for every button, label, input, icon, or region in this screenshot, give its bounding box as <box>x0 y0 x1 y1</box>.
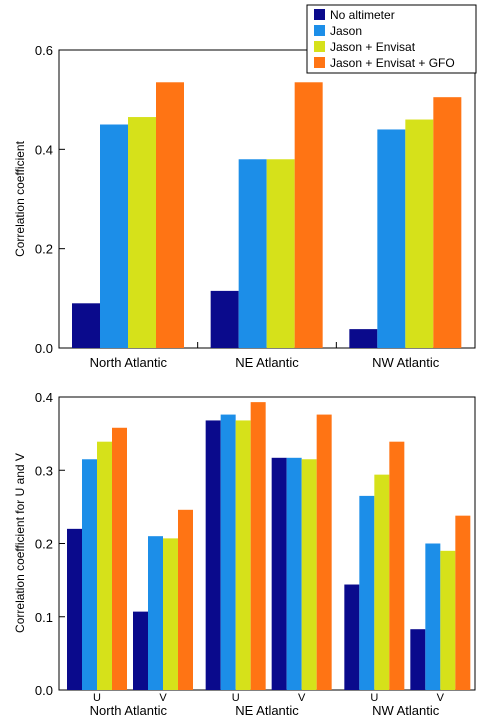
y-tick-label: 0.0 <box>35 341 53 356</box>
legend-swatch-no-altimeter <box>314 9 325 20</box>
top-chart-y-axis-label: Correlation coefficient <box>13 140 27 257</box>
x-tick-label-ne-atlantic: NE Atlantic <box>235 703 299 718</box>
legend-label-jason-envisat-gfo: Jason + Envisat + GFO <box>330 56 455 70</box>
bar-north-atlantic-u-jason <box>82 459 97 690</box>
bottom-chart-bars <box>67 402 471 690</box>
y-tick-label: 0.3 <box>35 463 53 478</box>
bar-ne-atlantic-u-no-altimeter <box>205 420 221 690</box>
legend-swatch-jason-envisat-gfo <box>314 57 325 68</box>
sub-label-north-atlantic-v: V <box>159 692 167 704</box>
legend: No altimeter Jason Jason + Envisat Jason… <box>306 4 477 74</box>
bar-nw-atlantic-no-altimeter <box>349 329 378 348</box>
bar-north-atlantic-u-no-altimeter <box>67 528 82 690</box>
bar-nw-atlantic-v-jason <box>425 543 441 690</box>
legend-swatch-jason-envisat <box>314 41 325 52</box>
legend-label-jason-envisat: Jason + Envisat <box>330 40 416 54</box>
sub-label-nw-atlantic-u: U <box>370 692 378 704</box>
bar-ne-atlantic-v-no-altimeter <box>271 457 287 690</box>
bar-north-atlantic-jason <box>100 124 128 348</box>
top-chart-y-ticks: 0.0 0.2 0.4 0.6 <box>35 43 65 356</box>
bar-ne-atlantic-jason-envisat-gfo <box>294 82 323 349</box>
bottom-chart-y-axis-label: Correlation coefficient for U and V <box>13 453 27 633</box>
x-tick-label-nw-atlantic: NW Atlantic <box>372 355 440 370</box>
bar-nw-atlantic-u-jason-envisat <box>374 474 390 690</box>
bar-nw-atlantic-v-jason-envisat <box>440 550 456 690</box>
top-chart-x-tick-labels: North Atlantic NE Atlantic NW Atlantic <box>90 342 476 370</box>
legend-box <box>306 4 477 74</box>
bar-nw-atlantic-u-jason-envisat-gfo <box>389 441 405 690</box>
panel-bottom-chart: 0.0 0.1 0.2 0.3 0.4 U V U V U V North Atlantic NE … <box>13 390 476 718</box>
bar-north-atlantic-no-altimeter <box>72 303 100 348</box>
x-tick-label-ne-atlantic: NE Atlantic <box>235 355 299 370</box>
bar-nw-atlantic-v-jason-envisat-gfo <box>455 515 471 690</box>
sub-label-ne-atlantic-v: V <box>298 692 306 704</box>
bar-ne-atlantic-v-jason <box>286 457 302 690</box>
y-tick-label: 0.0 <box>35 683 53 698</box>
bar-north-atlantic-jason-envisat <box>128 117 156 348</box>
legend-item-jason-envisat: Jason + Envisat <box>314 40 416 54</box>
bar-ne-atlantic-u-jason-envisat-gfo <box>250 402 266 690</box>
bottom-chart-y-ticks: 0.0 0.1 0.2 0.3 0.4 <box>35 390 65 698</box>
y-tick-label: 0.4 <box>35 390 53 405</box>
legend-label-no-altimeter: No altimeter <box>330 8 395 22</box>
sub-label-nw-atlantic-v: V <box>437 692 445 704</box>
legend-swatch-jason <box>314 25 325 36</box>
bar-ne-atlantic-v-jason-envisat-gfo <box>316 414 332 690</box>
bar-nw-atlantic-jason-envisat-gfo <box>433 97 462 348</box>
bar-nw-atlantic-jason <box>377 129 406 348</box>
bar-ne-atlantic-jason-envisat <box>266 159 295 348</box>
bar-north-atlantic-v-jason <box>148 536 163 690</box>
bar-ne-atlantic-u-jason <box>220 414 236 690</box>
bar-north-atlantic-v-jason-envisat-gfo <box>178 509 193 690</box>
panel-top-chart: 0.0 0.2 0.4 0.6 North Atlantic NE Atlantic NW… <box>13 43 476 370</box>
y-tick-label: 0.2 <box>35 537 53 552</box>
bar-ne-atlantic-v-jason-envisat <box>301 459 317 690</box>
bar-nw-atlantic-u-no-altimeter <box>344 584 360 690</box>
bar-north-atlantic-v-jason-envisat <box>163 538 178 690</box>
top-chart-bars <box>72 82 462 349</box>
sub-label-north-atlantic-u: U <box>93 692 101 704</box>
bar-nw-atlantic-u-jason <box>359 495 375 690</box>
bar-ne-atlantic-no-altimeter <box>210 290 239 348</box>
bar-ne-atlantic-u-jason-envisat <box>235 420 251 690</box>
sub-label-ne-atlantic-u: U <box>232 692 240 704</box>
x-tick-label-nw-atlantic: NW Atlantic <box>372 703 440 718</box>
bar-nw-atlantic-v-no-altimeter <box>410 629 426 690</box>
legend-item-no-altimeter: No altimeter <box>314 8 395 22</box>
y-tick-label: 0.6 <box>35 43 53 58</box>
bar-north-atlantic-jason-envisat-gfo <box>156 82 184 349</box>
bar-north-atlantic-u-jason-envisat <box>97 441 112 690</box>
x-tick-label-north-atlantic: North Atlantic <box>90 703 168 718</box>
bar-ne-atlantic-jason <box>238 159 267 348</box>
x-tick-label-north-atlantic: North Atlantic <box>90 355 168 370</box>
legend-label-jason: Jason <box>330 24 362 38</box>
bottom-chart-x-tick-labels: North Atlantic NE Atlantic NW Atlantic <box>90 703 440 718</box>
y-tick-label: 0.4 <box>35 142 53 157</box>
legend-item-jason: Jason <box>314 24 362 38</box>
y-tick-label: 0.1 <box>35 610 53 625</box>
y-tick-label: 0.2 <box>35 242 53 257</box>
bar-north-atlantic-u-jason-envisat-gfo <box>112 427 127 690</box>
legend-item-jason-envisat-gfo: Jason + Envisat + GFO <box>314 56 455 70</box>
bar-north-atlantic-v-no-altimeter <box>133 611 148 690</box>
bar-nw-atlantic-jason-envisat <box>405 119 434 349</box>
